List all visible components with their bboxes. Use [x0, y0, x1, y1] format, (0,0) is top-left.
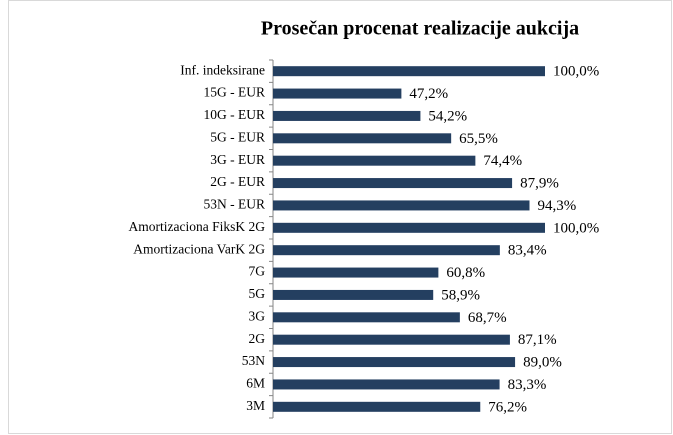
bar: [273, 289, 434, 300]
value-label: 87,9%: [520, 176, 559, 192]
bar: [273, 88, 402, 99]
value-label: 74,4%: [483, 153, 522, 169]
value-label: 100,0%: [553, 220, 599, 236]
y-tick-label: 10G - EUR: [204, 107, 266, 122]
value-label: 76,2%: [488, 399, 527, 415]
bar: [273, 66, 545, 77]
bar: [273, 379, 500, 390]
value-label: 54,2%: [428, 108, 467, 124]
bar: [273, 110, 421, 121]
chart-title: Prosečan procenat realizacije aukcija: [261, 18, 579, 40]
y-tick-label: Amortizaciona VarK 2G: [133, 241, 265, 256]
value-label: 68,7%: [468, 310, 507, 326]
bar: [273, 245, 500, 256]
y-tick-label: 2G - EUR: [210, 174, 265, 189]
y-tick-label: 7G: [249, 264, 266, 279]
value-label: 47,2%: [409, 86, 448, 102]
y-tick-label: Inf. indeksirane: [180, 62, 265, 77]
y-tick-label: 5G - EUR: [210, 129, 265, 144]
y-tick-label: Amortizaciona FiksK 2G: [129, 219, 266, 234]
y-tick-label: 5G: [249, 286, 266, 301]
y-tick-label: 3M: [246, 398, 265, 413]
value-label: 65,5%: [459, 131, 498, 147]
bar: [273, 401, 481, 412]
value-label: 89,0%: [523, 355, 562, 371]
y-tick-label: 53N - EUR: [204, 197, 266, 212]
bar: [273, 267, 439, 278]
bar: [273, 357, 516, 368]
bar: [273, 155, 476, 166]
value-label: 83,3%: [508, 377, 547, 393]
bar: [273, 133, 452, 144]
value-label: 100,0%: [553, 64, 599, 80]
bar: [273, 200, 530, 211]
value-label: 58,9%: [441, 287, 480, 303]
y-tick-label: 3G - EUR: [210, 152, 265, 167]
y-tick-label: 2G: [249, 331, 266, 346]
y-tick-label: 53N: [242, 353, 266, 368]
bar: [273, 178, 513, 189]
y-tick-label: 6M: [246, 376, 265, 391]
value-label: 60,8%: [446, 265, 485, 281]
value-label: 94,3%: [537, 198, 576, 214]
bar: [273, 334, 510, 345]
bar: [273, 312, 460, 323]
value-label: 83,4%: [508, 243, 547, 259]
y-tick-label: 3G: [249, 308, 266, 323]
value-label: 87,1%: [518, 332, 557, 348]
bar: [273, 222, 545, 233]
y-tick-label: 15G - EUR: [204, 85, 266, 100]
